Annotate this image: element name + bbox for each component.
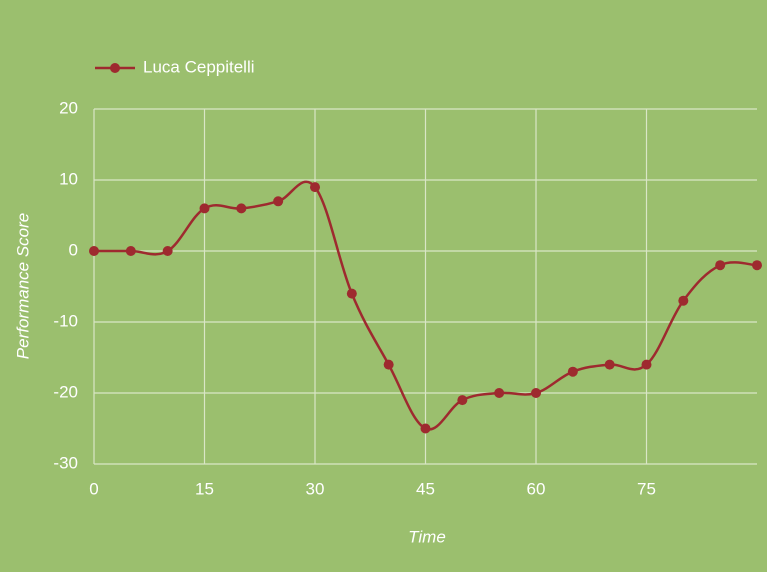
- y-tick-label: 0: [69, 240, 78, 259]
- data-point: [346, 288, 357, 299]
- legend-marker: [110, 63, 120, 73]
- y-tick-label: 10: [59, 169, 78, 188]
- data-point: [310, 182, 320, 193]
- x-axis-label: Time: [408, 527, 446, 546]
- data-point: [420, 423, 431, 434]
- data-point: [641, 359, 652, 370]
- y-axis-label: Performance Score: [13, 213, 32, 359]
- x-tick-label: 15: [195, 479, 214, 498]
- y-tick-label: 20: [59, 98, 78, 117]
- data-point: [752, 260, 762, 271]
- y-tick-label: -10: [53, 311, 78, 330]
- y-tick-label: -30: [53, 453, 78, 472]
- data-point: [89, 246, 99, 256]
- data-point: [604, 359, 615, 370]
- data-point: [494, 388, 505, 398]
- data-point: [567, 366, 578, 377]
- data-point: [236, 203, 247, 214]
- data-point: [125, 246, 136, 256]
- data-point: [678, 295, 689, 306]
- data-point: [162, 246, 173, 256]
- x-tick-label: 60: [527, 479, 546, 498]
- data-point: [531, 388, 541, 398]
- x-tick-label: 45: [416, 479, 435, 498]
- data-point: [457, 395, 468, 406]
- x-tick-label: 0: [89, 479, 98, 498]
- data-point: [273, 196, 284, 207]
- x-tick-label: 75: [637, 479, 656, 498]
- legend-label: Luca Ceppitelli: [143, 57, 255, 76]
- y-tick-label: -20: [53, 382, 78, 401]
- data-point: [199, 203, 210, 214]
- data-point: [383, 359, 394, 370]
- data-point: [715, 260, 726, 271]
- x-tick-label: 30: [306, 479, 325, 498]
